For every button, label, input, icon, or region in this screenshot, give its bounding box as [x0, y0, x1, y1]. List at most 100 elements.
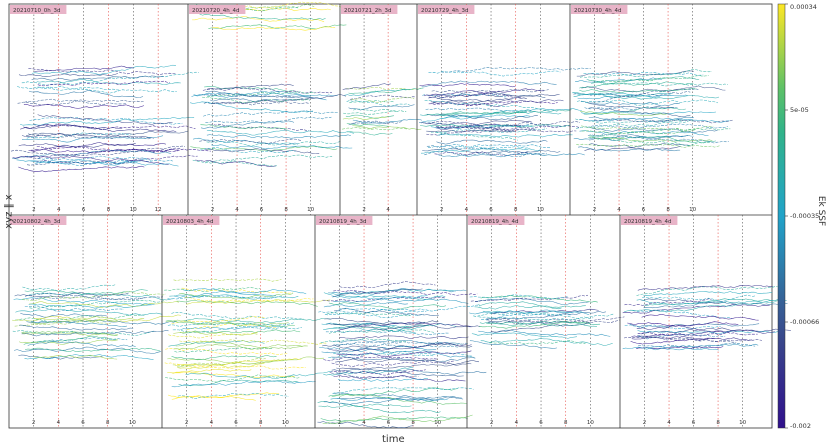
- panel-label-bg: [418, 5, 475, 14]
- series-line: [323, 356, 438, 362]
- x-tick-label: 4: [515, 420, 519, 426]
- series-line: [29, 300, 165, 309]
- x-tick-label: 10: [739, 420, 746, 426]
- series-line: [21, 71, 199, 86]
- series-line: [622, 346, 719, 351]
- series-line: [190, 146, 338, 152]
- series-line: [622, 304, 770, 314]
- x-tick-label: 2: [211, 207, 215, 213]
- series-line: [333, 298, 469, 304]
- series-line: [589, 135, 716, 143]
- x-tick-label: 10: [434, 420, 441, 426]
- panel: 2 4 6 8 10 20210802_4h_3d: [10, 215, 181, 428]
- series-line: [337, 294, 446, 300]
- series-line: [428, 70, 561, 77]
- colorbar-tick-label: -0.002: [790, 422, 811, 430]
- series-line: [12, 316, 145, 322]
- series-line: [30, 320, 128, 327]
- series-line: [323, 326, 417, 334]
- series-line: [421, 114, 530, 123]
- series-line: [630, 337, 715, 345]
- x-tick-label: 6: [692, 420, 696, 426]
- series-line: [426, 128, 577, 136]
- series-line: [24, 305, 124, 312]
- series-line: [624, 298, 712, 306]
- series-line: [206, 83, 294, 90]
- series-line: [573, 92, 661, 99]
- series-line: [581, 125, 714, 131]
- series-line: [24, 347, 161, 352]
- series-line: [325, 330, 449, 336]
- series-line: [12, 149, 172, 160]
- series-line: [176, 299, 318, 307]
- series-line: [25, 147, 182, 160]
- series-line: [579, 111, 668, 117]
- series-line: [326, 312, 411, 317]
- series-line: [581, 85, 726, 93]
- series-line: [26, 160, 136, 166]
- panel-label-bg: [621, 216, 678, 225]
- series-line: [36, 79, 181, 85]
- series-line: [436, 125, 581, 131]
- series-line: [583, 107, 686, 115]
- x-tick-label: 4: [667, 420, 671, 426]
- series-line: [637, 332, 758, 337]
- series-line: [12, 330, 154, 336]
- series-line: [575, 120, 694, 129]
- series-line: [353, 108, 399, 112]
- series-line: [164, 287, 261, 292]
- series-line: [14, 292, 129, 298]
- series-line: [339, 304, 481, 312]
- panel-label-bg: [10, 5, 67, 14]
- series-line: [324, 313, 424, 319]
- series-line: [210, 98, 298, 102]
- series-line: [575, 118, 687, 124]
- x-tick-label: 6: [387, 420, 391, 426]
- series-line: [180, 329, 301, 334]
- series-line: [331, 360, 455, 367]
- series-line: [37, 80, 170, 87]
- series-line: [199, 147, 296, 153]
- series-line: [33, 124, 196, 131]
- series-line: [339, 281, 436, 289]
- x-tick-label: 6: [539, 420, 543, 426]
- panel: 2 4 6 8 10 20210730_4h_4d: [569, 4, 733, 215]
- series-line: [20, 117, 195, 126]
- x-tick-label: 4: [57, 207, 61, 213]
- series-line: [332, 387, 474, 394]
- series-line: [641, 314, 759, 321]
- series-line: [624, 324, 721, 330]
- series-line: [191, 92, 327, 101]
- series-line: [332, 392, 462, 399]
- series-line: [579, 81, 694, 89]
- x-tick-label: 8: [107, 207, 111, 213]
- series-line: [333, 375, 466, 382]
- series-line: [350, 120, 402, 125]
- series-line: [328, 352, 434, 359]
- x-tick-label: 10: [130, 207, 137, 213]
- x-tick-label: 4: [57, 420, 61, 426]
- x-tick-label: 8: [106, 420, 110, 426]
- series-line: [31, 75, 164, 81]
- series-line: [440, 67, 591, 73]
- series-line: [342, 83, 391, 90]
- series-line: [200, 120, 295, 129]
- series-line: [337, 321, 473, 331]
- series-line: [571, 92, 720, 100]
- x-tick-label: 2: [490, 420, 494, 426]
- series-line: [469, 309, 590, 316]
- series-line: [183, 288, 307, 295]
- series-line: [21, 330, 169, 337]
- series-line: [19, 324, 134, 331]
- series-line: [351, 96, 415, 103]
- panel-label: 20210730_4h_4d: [574, 8, 621, 14]
- series-line: [342, 127, 409, 131]
- series-line: [637, 330, 785, 334]
- x-tick-label: 2: [185, 420, 189, 426]
- series-line: [428, 93, 522, 99]
- x-tick-label: 10: [537, 207, 544, 213]
- series-line: [580, 101, 680, 107]
- series-line: [327, 342, 472, 352]
- series-line: [583, 71, 704, 76]
- series-line: [168, 392, 280, 398]
